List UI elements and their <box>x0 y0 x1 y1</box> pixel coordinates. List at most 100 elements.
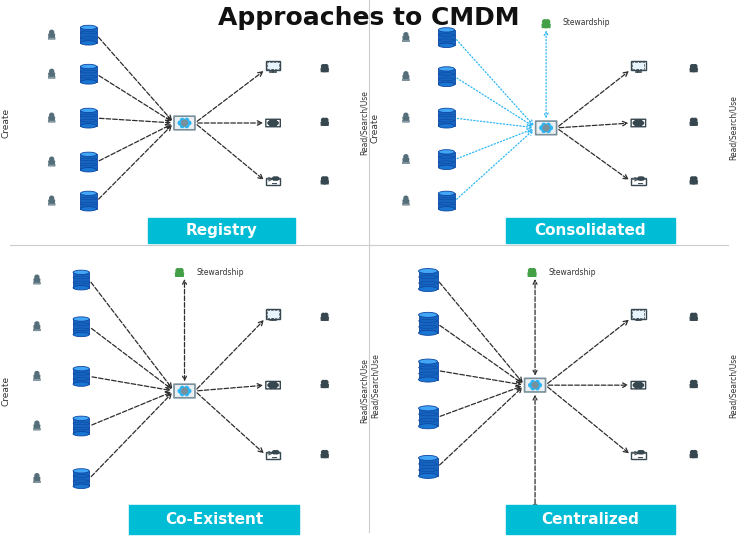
Polygon shape <box>403 200 409 204</box>
Bar <box>80 27 97 43</box>
Circle shape <box>633 121 636 125</box>
Circle shape <box>276 451 279 454</box>
Polygon shape <box>324 68 328 71</box>
Text: Stewardship: Stewardship <box>548 268 596 277</box>
Circle shape <box>268 383 271 387</box>
Text: Centralized: Centralized <box>542 512 639 527</box>
Ellipse shape <box>73 332 89 337</box>
Ellipse shape <box>418 330 438 335</box>
Circle shape <box>638 120 641 122</box>
Circle shape <box>324 313 328 317</box>
Ellipse shape <box>418 424 438 429</box>
Circle shape <box>691 451 694 454</box>
Bar <box>438 193 455 209</box>
Polygon shape <box>179 273 184 277</box>
Ellipse shape <box>418 268 438 273</box>
FancyBboxPatch shape <box>631 178 646 185</box>
Circle shape <box>35 474 39 478</box>
Circle shape <box>49 30 54 34</box>
Circle shape <box>641 177 644 180</box>
Circle shape <box>270 386 273 388</box>
Bar <box>73 272 89 288</box>
Circle shape <box>276 177 279 180</box>
Circle shape <box>404 113 408 117</box>
Polygon shape <box>324 122 328 125</box>
Polygon shape <box>403 76 409 79</box>
FancyBboxPatch shape <box>174 384 195 398</box>
Circle shape <box>641 121 644 125</box>
Polygon shape <box>49 161 55 164</box>
Polygon shape <box>321 180 325 184</box>
Circle shape <box>187 121 191 125</box>
Circle shape <box>536 386 539 390</box>
Polygon shape <box>34 279 40 282</box>
Polygon shape <box>693 384 697 387</box>
Circle shape <box>176 268 180 273</box>
Circle shape <box>543 125 549 131</box>
Circle shape <box>185 387 188 390</box>
Circle shape <box>272 451 275 454</box>
Circle shape <box>182 388 187 394</box>
Text: Read/Search/Use: Read/Search/Use <box>359 91 368 155</box>
Bar <box>418 361 438 380</box>
Ellipse shape <box>418 455 438 461</box>
FancyBboxPatch shape <box>531 512 539 514</box>
Ellipse shape <box>418 359 438 364</box>
Ellipse shape <box>73 432 89 436</box>
Ellipse shape <box>418 406 438 411</box>
Polygon shape <box>693 122 697 125</box>
FancyBboxPatch shape <box>632 62 644 69</box>
Ellipse shape <box>80 79 97 84</box>
Circle shape <box>528 383 532 387</box>
Polygon shape <box>34 375 40 379</box>
Ellipse shape <box>438 165 455 170</box>
Circle shape <box>404 155 408 159</box>
Ellipse shape <box>418 377 438 382</box>
Circle shape <box>639 451 643 454</box>
FancyBboxPatch shape <box>266 61 280 70</box>
Circle shape <box>181 119 184 122</box>
Polygon shape <box>324 454 328 458</box>
Text: >_: >_ <box>268 449 278 458</box>
Ellipse shape <box>80 152 97 156</box>
Circle shape <box>638 177 641 180</box>
Polygon shape <box>34 325 40 329</box>
Circle shape <box>533 504 537 509</box>
Circle shape <box>641 383 644 387</box>
FancyBboxPatch shape <box>174 116 195 130</box>
FancyBboxPatch shape <box>48 120 55 122</box>
Bar <box>418 408 438 426</box>
Circle shape <box>693 381 697 384</box>
Circle shape <box>542 124 545 127</box>
Ellipse shape <box>73 286 89 290</box>
Circle shape <box>181 392 184 396</box>
Bar <box>80 111 97 126</box>
Ellipse shape <box>438 67 455 71</box>
Circle shape <box>639 177 643 180</box>
Circle shape <box>693 451 697 454</box>
Ellipse shape <box>73 469 89 473</box>
Circle shape <box>547 129 550 133</box>
Circle shape <box>633 383 636 387</box>
Circle shape <box>185 119 188 122</box>
FancyBboxPatch shape <box>402 162 410 164</box>
Text: Read/Search/Use: Read/Search/Use <box>728 353 737 418</box>
FancyBboxPatch shape <box>402 40 410 42</box>
Ellipse shape <box>438 207 455 211</box>
Polygon shape <box>321 68 325 71</box>
Circle shape <box>635 120 638 122</box>
Text: >_: >_ <box>268 175 278 184</box>
Ellipse shape <box>438 150 455 154</box>
Circle shape <box>178 121 182 125</box>
Polygon shape <box>403 37 409 40</box>
Circle shape <box>275 121 278 125</box>
FancyBboxPatch shape <box>33 429 41 430</box>
Circle shape <box>693 64 697 68</box>
Circle shape <box>272 177 275 180</box>
Text: Create: Create <box>370 113 379 143</box>
Bar <box>73 418 89 434</box>
FancyBboxPatch shape <box>48 38 55 39</box>
Ellipse shape <box>73 382 89 386</box>
Circle shape <box>182 120 187 126</box>
Circle shape <box>635 124 638 126</box>
